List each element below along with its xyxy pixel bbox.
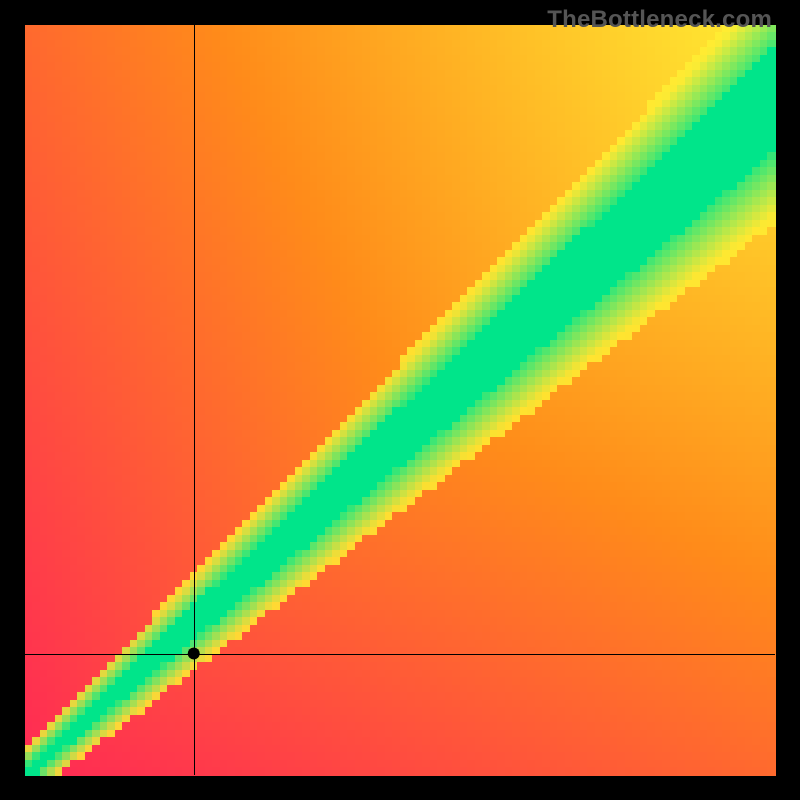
chart-container: { "type": "heatmap", "watermark": { "tex… <box>0 0 800 800</box>
bottleneck-heatmap <box>0 0 800 800</box>
